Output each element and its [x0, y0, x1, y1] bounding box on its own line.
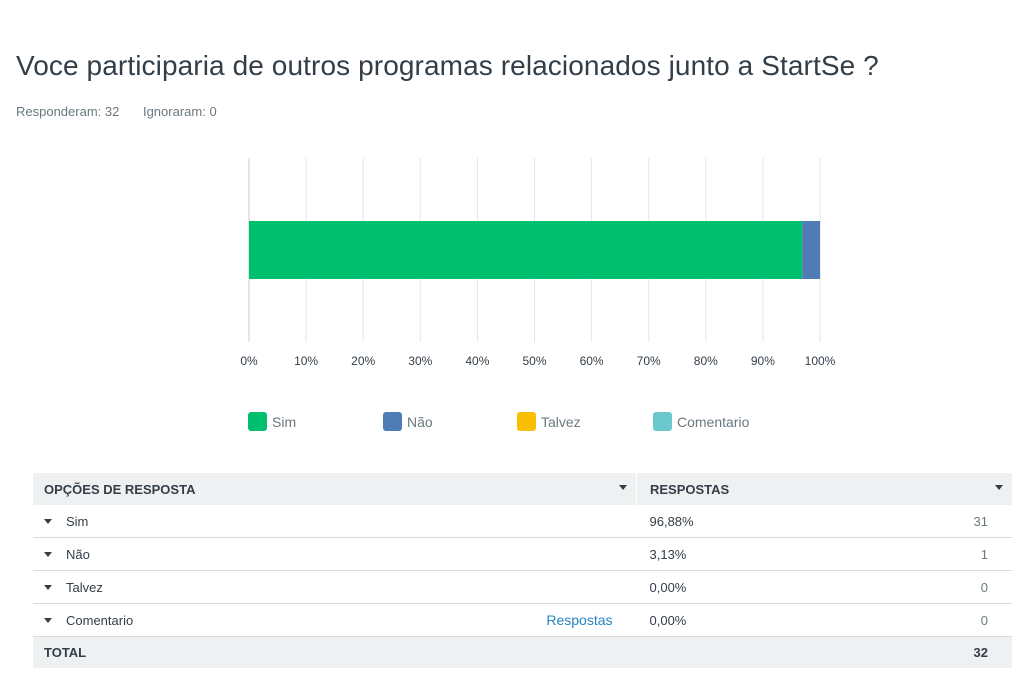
percent-cell: 96,88% [636, 505, 861, 538]
x-tick-label: 30% [408, 354, 432, 368]
table-row: Sim 96,88% 31 [33, 505, 1012, 538]
legend-item-nao[interactable]: Não [383, 412, 433, 431]
option-label: Não [66, 546, 90, 562]
total-spacer [636, 636, 861, 668]
chart-x-ticks: 0% 10% 20% 30% 40% 50% 60% 70% 80% 90% 100% [240, 354, 835, 368]
percent-cell: 0,00% [636, 570, 861, 604]
percent-cell: 3,13% [636, 537, 861, 571]
table-header-row: OPÇÕES DE RESPOSTA RESPOSTAS [33, 473, 1012, 505]
sort-caret-icon[interactable] [995, 485, 1003, 490]
legend-swatch-comentario [653, 412, 672, 431]
header-options[interactable]: OPÇÕES DE RESPOSTA [33, 473, 637, 505]
x-tick-label: 80% [694, 354, 718, 368]
percent-cell: 0,00% [636, 603, 861, 637]
table-row: Talvez 0,00% 0 [33, 570, 1012, 604]
table-row: Comentario Respostas 0,00% 0 [33, 603, 1012, 637]
skipped-count: Ignoraram: 0 [142, 104, 217, 119]
question-title: Voce participaria de outros programas re… [16, 50, 879, 81]
legend-swatch-nao [383, 412, 402, 431]
x-tick-label: 90% [751, 354, 775, 368]
count-cell: 0 [860, 570, 1012, 604]
legend-swatch-sim [248, 412, 267, 431]
responses-link[interactable]: Respostas [546, 612, 613, 628]
count-cell: 1 [860, 537, 1012, 571]
option-cell[interactable]: Talvez [33, 570, 637, 604]
answered-count: Responderam: 32 [16, 104, 120, 119]
option-label: Comentario [66, 612, 134, 628]
count-cell: 31 [860, 505, 1012, 538]
legend-item-talvez[interactable]: Talvez [517, 412, 581, 431]
x-tick-label: 70% [637, 354, 661, 368]
x-tick-label: 50% [522, 354, 546, 368]
total-label: TOTAL [33, 636, 637, 668]
table-row: Não 3,13% 1 [33, 537, 1012, 571]
header-options-label: OPÇÕES DE RESPOSTA [44, 481, 196, 497]
chart-bars [249, 221, 821, 279]
legend-item-sim[interactable]: Sim [248, 412, 296, 431]
total-row: TOTAL 32 [33, 636, 1012, 668]
option-cell[interactable]: Comentario Respostas [33, 603, 637, 637]
x-tick-label: 0% [240, 354, 258, 368]
x-tick-label: 40% [465, 354, 489, 368]
option-label: Sim [66, 513, 89, 529]
expand-caret-icon[interactable] [44, 551, 52, 557]
bar-segment-nao [802, 221, 821, 279]
legend-label-comentario: Comentario [677, 413, 750, 430]
responses-table: OPÇÕES DE RESPOSTA RESPOSTAS Sim 96,88% … [33, 473, 1012, 668]
x-tick-label: 100% [805, 354, 836, 368]
option-label: Talvez [66, 579, 103, 595]
expand-caret-icon[interactable] [44, 617, 52, 623]
header-responses-label: RESPOSTAS [650, 481, 730, 497]
expand-caret-icon[interactable] [44, 518, 52, 524]
bar-segment-sim [249, 221, 803, 279]
x-tick-label: 20% [351, 354, 375, 368]
header-responses[interactable]: RESPOSTAS [636, 473, 1012, 505]
response-stats: Responderam: 32 Ignoraram: 0 [16, 104, 237, 119]
legend-item-comentario[interactable]: Comentario [653, 412, 749, 431]
count-cell: 0 [860, 603, 1012, 637]
legend-swatch-talvez [517, 412, 536, 431]
option-cell[interactable]: Não [33, 537, 637, 571]
chart-legend: Sim Não Talvez Comentario [0, 412, 1024, 434]
stacked-bar-chart: 0% 10% 20% 30% 40% 50% 60% 70% 80% 90% 100% [240, 158, 836, 368]
legend-label-talvez: Talvez [541, 413, 581, 430]
expand-caret-icon[interactable] [44, 584, 52, 590]
option-cell[interactable]: Sim [33, 505, 637, 538]
x-tick-label: 60% [580, 354, 604, 368]
x-tick-label: 10% [294, 354, 318, 368]
legend-label-sim: Sim [272, 413, 297, 430]
legend-label-nao: Não [407, 413, 433, 430]
sort-caret-icon[interactable] [619, 485, 627, 490]
total-count: 32 [860, 636, 1012, 668]
